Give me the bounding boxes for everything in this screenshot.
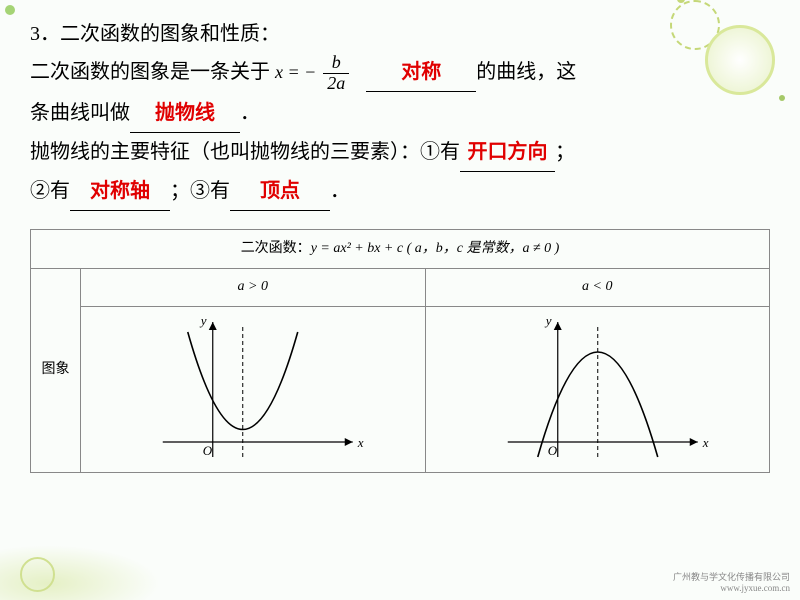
line3-text2: ； xyxy=(555,141,575,163)
figure-row-label: 图象 xyxy=(31,269,81,472)
blank5-text: 顶点 xyxy=(260,180,300,202)
blank4-text: 对称轴 xyxy=(90,180,150,202)
blank1-text: 对称 xyxy=(401,61,441,83)
heading: 3．二次函数的图象和性质： xyxy=(30,15,770,53)
line1: 二次函数的图象是一条关于 x = − b2a 对称 的曲线，这 xyxy=(30,53,770,94)
x-label-1: x xyxy=(357,435,364,450)
parabola-up-svg: O x y xyxy=(81,307,425,472)
blank4: 对称轴 xyxy=(70,172,170,211)
watermark: 广州教与学文化传播有限公司 www.jyxue.com.cn xyxy=(673,572,790,594)
watermark-line1: 广州教与学文化传播有限公司 xyxy=(673,572,790,583)
line2-text2: ． xyxy=(240,102,260,124)
formula-fraction: b2a xyxy=(323,53,349,94)
origin-label-2: O xyxy=(547,443,557,458)
col1-header: a > 0 xyxy=(81,269,426,306)
figure-row: 图象 a > 0 a < 0 O x y xyxy=(31,269,769,472)
formula-eq: = − xyxy=(283,62,316,82)
deco-circle-bottomleft xyxy=(20,557,55,592)
line4: ②有对称轴 ；③有 顶点 ． xyxy=(30,172,770,211)
blank3: 开口方向 xyxy=(460,133,555,172)
figure-table: 二次函数：y = ax² + bx + c ( a，b，c 是常数，a ≠ 0 … xyxy=(30,229,770,473)
line2: 条曲线叫做 抛物线 ． xyxy=(30,94,770,133)
parabola-down-svg: O x y xyxy=(426,307,770,472)
frac-num: b xyxy=(323,53,349,74)
line3-text1: 抛物线的主要特征（也叫抛物线的三要素）：①有 xyxy=(30,141,460,163)
line1-text1: 二次函数的图象是一条关于 xyxy=(30,61,270,83)
origin-label-1: O xyxy=(203,443,213,458)
line4-text3: ． xyxy=(330,180,350,202)
line4-text2: ；③有 xyxy=(170,180,230,202)
graph-downward: O x y xyxy=(426,307,770,472)
line3: 抛物线的主要特征（也叫抛物线的三要素）：①有开口方向 ； xyxy=(30,133,770,172)
formula-lhs: x xyxy=(275,62,283,82)
watermark-line2: www.jyxue.com.cn xyxy=(673,583,790,594)
line2-text1: 条曲线叫做 xyxy=(30,102,130,124)
blank5: 顶点 xyxy=(230,172,330,211)
y-label-2: y xyxy=(543,313,551,328)
x-label-2: x xyxy=(701,435,708,450)
content-area: 3．二次函数的图象和性质： 二次函数的图象是一条关于 x = − b2a 对称 的… xyxy=(0,0,800,211)
figure-title: 二次函数：y = ax² + bx + c ( a，b，c 是常数，a ≠ 0 … xyxy=(31,230,769,270)
line1-text2: 的曲线，这 xyxy=(476,61,576,83)
blank2-text: 抛物线 xyxy=(155,102,215,124)
graph-upward: O x y xyxy=(81,307,426,472)
figure-body: a > 0 a < 0 O x y xyxy=(81,269,769,472)
fig-title-formula: y = ax² + bx + c ( a，b，c 是常数，a ≠ 0 ) xyxy=(311,241,560,256)
fig-title-prefix: 二次函数： xyxy=(241,241,311,256)
figure-graphs: O x y O x y xyxy=(81,307,769,472)
blank2: 抛物线 xyxy=(130,94,240,133)
frac-den: 2a xyxy=(323,74,349,94)
col2-header: a < 0 xyxy=(426,269,770,306)
y-label-1: y xyxy=(199,313,207,328)
blank3-text: 开口方向 xyxy=(468,141,548,163)
blank1: 对称 xyxy=(366,53,476,92)
line4-text1: ②有 xyxy=(30,180,70,202)
figure-header: a > 0 a < 0 xyxy=(81,269,769,307)
